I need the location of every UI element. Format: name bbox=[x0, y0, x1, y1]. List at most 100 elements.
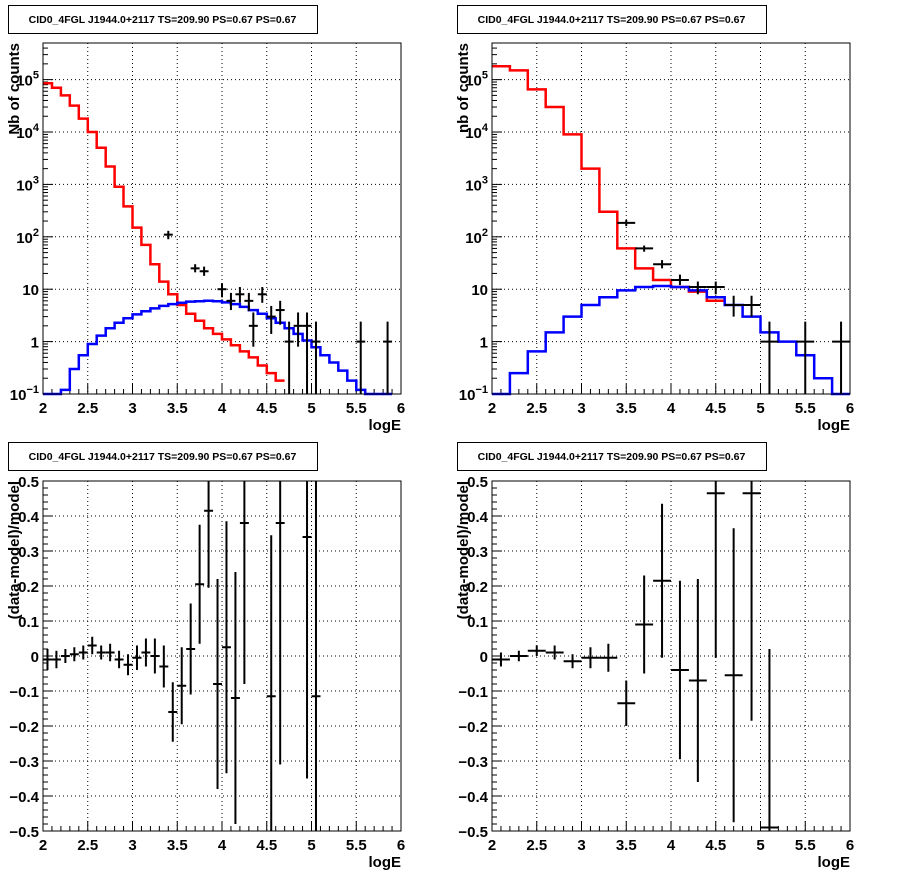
y-tick-label: 103 bbox=[16, 174, 39, 194]
data-point bbox=[724, 295, 743, 317]
data-point bbox=[356, 321, 366, 394]
residual-point bbox=[230, 572, 240, 824]
residual-point bbox=[177, 647, 187, 725]
source-model-histogram bbox=[43, 299, 393, 396]
total-model-histogram bbox=[43, 82, 285, 382]
x-tick-label: 4.5 bbox=[256, 837, 277, 854]
axis-ticks bbox=[491, 42, 851, 395]
residual-point bbox=[213, 579, 222, 789]
chart-panel-2: CID0_4FGL J1944.0+2117 TS=209.90 PS=0.67… bbox=[455, 5, 854, 434]
grid bbox=[43, 481, 401, 831]
x-tick-label: 3.5 bbox=[616, 837, 637, 854]
residual-point bbox=[222, 521, 231, 774]
x-tick-label: 4.5 bbox=[705, 400, 726, 417]
y-tick-label: 0 bbox=[31, 649, 39, 666]
y-tick-label: 104 bbox=[465, 122, 489, 142]
y-tick-label: 10−1 bbox=[459, 384, 488, 404]
x-tick-label: 2.5 bbox=[526, 400, 547, 417]
x-tick-label: 2.5 bbox=[77, 837, 98, 854]
y-tick-label: 102 bbox=[16, 227, 39, 247]
residual-point bbox=[527, 645, 546, 656]
residual-point bbox=[78, 645, 88, 660]
source-model-histogram bbox=[492, 284, 850, 396]
data-point bbox=[302, 312, 312, 394]
y-tick-label: 0.5 bbox=[18, 474, 39, 491]
x-tick-label: 4 bbox=[667, 400, 676, 417]
x-tick-label: 5.5 bbox=[795, 400, 816, 417]
y-axis-title: (data-model)/model bbox=[455, 481, 472, 619]
y-tick-label: 105 bbox=[16, 70, 39, 90]
y-tick-label: 0.3 bbox=[467, 544, 488, 561]
y-tick-label: −0.5 bbox=[458, 824, 488, 841]
plot-frame bbox=[491, 480, 851, 832]
y-tick-label: 0.4 bbox=[18, 509, 40, 526]
y-tick-label: 105 bbox=[465, 70, 488, 90]
residual-point bbox=[671, 580, 689, 760]
x-tick-label: 5 bbox=[307, 837, 315, 854]
x-tick-label: 2 bbox=[39, 400, 47, 417]
data-point bbox=[226, 292, 236, 311]
residual-point bbox=[168, 682, 178, 742]
data-point bbox=[653, 260, 671, 269]
x-tick-label: 3.5 bbox=[167, 837, 188, 854]
y-tick-label: 10−1 bbox=[10, 384, 39, 404]
y-axis-title: Nb of counts bbox=[6, 43, 23, 135]
y-tick-label: −0.2 bbox=[458, 719, 488, 736]
data-point bbox=[293, 312, 303, 347]
data-point bbox=[742, 295, 761, 317]
y-axis-title: nb of counts bbox=[455, 43, 472, 133]
y-tick-label: 0 bbox=[480, 649, 488, 666]
x-tick-label: 5.5 bbox=[346, 400, 367, 417]
y-tick-label: 0.1 bbox=[18, 614, 39, 631]
title-box bbox=[8, 5, 318, 34]
x-tick-label: 4.5 bbox=[705, 837, 726, 854]
chart-title: CID0_4FGL J1944.0+2117 TS=209.90 PS=0.67… bbox=[29, 14, 297, 26]
y-tick-label: −0.2 bbox=[9, 719, 39, 736]
y-tick-label: 0.5 bbox=[467, 474, 488, 491]
y-tick-label: 103 bbox=[465, 174, 488, 194]
data-point bbox=[311, 321, 321, 394]
x-tick-label: 3 bbox=[128, 837, 136, 854]
data-point bbox=[248, 312, 258, 347]
data-point bbox=[266, 305, 276, 334]
x-tick-label: 5.5 bbox=[795, 837, 816, 854]
data-point bbox=[244, 292, 254, 312]
x-tick-label: 6 bbox=[397, 837, 405, 854]
x-axis-title: logE bbox=[369, 417, 402, 434]
residual-point bbox=[132, 645, 142, 670]
data-point bbox=[796, 321, 815, 394]
x-axis-title: logE bbox=[818, 854, 851, 871]
y-tick-label: 104 bbox=[16, 122, 40, 142]
axis-ticks bbox=[42, 480, 402, 832]
total-model-histogram bbox=[492, 64, 725, 303]
residual-point bbox=[239, 481, 249, 684]
y-tick-label: −0.3 bbox=[458, 754, 488, 771]
x-tick-label: 4 bbox=[218, 837, 227, 854]
x-axis-title: logE bbox=[369, 854, 402, 871]
chart-panel-3: CID0_4FGL J1944.0+2117 TS=209.90 PS=0.67… bbox=[6, 442, 405, 871]
residual-point bbox=[563, 654, 582, 669]
y-tick-label: −0.4 bbox=[458, 789, 488, 806]
y-tick-label: 0.3 bbox=[18, 544, 39, 561]
x-tick-label: 3.5 bbox=[616, 400, 637, 417]
residual-point bbox=[302, 481, 312, 779]
y-tick-label: 1 bbox=[31, 335, 39, 352]
x-tick-label: 2 bbox=[488, 837, 496, 854]
y-axis-title: (data-model)/model bbox=[6, 481, 23, 619]
residual-point bbox=[114, 650, 124, 669]
plot-frame bbox=[42, 42, 402, 395]
residual-points bbox=[492, 481, 779, 831]
y-tick-label: 10 bbox=[22, 282, 39, 299]
y-tick-label: −0.5 bbox=[9, 824, 39, 841]
axis-ticks bbox=[491, 480, 851, 832]
data-points bbox=[617, 219, 850, 394]
residual-point bbox=[653, 503, 671, 658]
data-point bbox=[163, 230, 173, 240]
residual-point bbox=[509, 650, 528, 662]
plot-frame bbox=[42, 480, 402, 832]
residual-point bbox=[69, 647, 79, 662]
y-tick-label: −0.4 bbox=[9, 789, 39, 806]
residual-point bbox=[599, 643, 618, 672]
data-point bbox=[617, 219, 636, 227]
